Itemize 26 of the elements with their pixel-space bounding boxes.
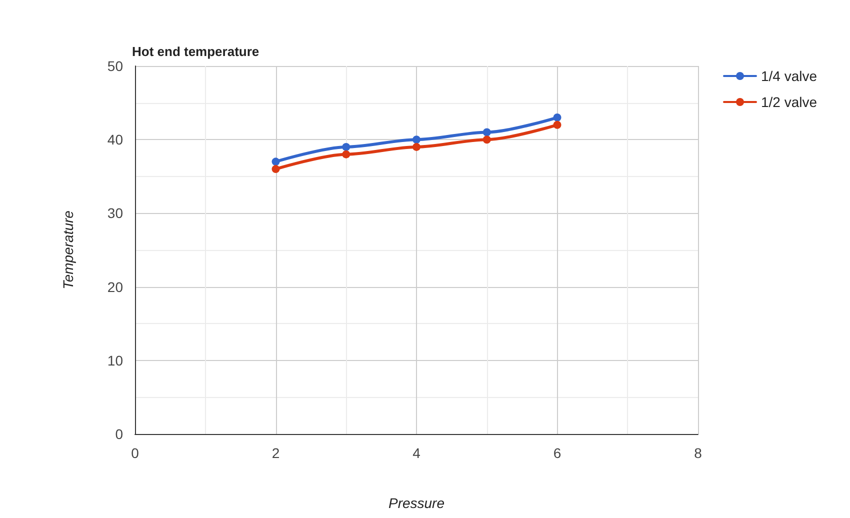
x-tick-label: 8 <box>694 445 702 461</box>
point <box>412 136 420 144</box>
y-tick-label: 10 <box>107 352 124 368</box>
y-tick-label: 50 <box>107 58 124 74</box>
point <box>272 158 280 166</box>
chart-title: Hot end temperature <box>132 44 260 59</box>
x-tick-label: 0 <box>131 445 140 461</box>
point <box>342 142 350 151</box>
y-tick-label: 40 <box>107 132 124 148</box>
y-tick-label: 20 <box>107 278 124 295</box>
x-tick-label: 4 <box>412 445 421 461</box>
point <box>482 128 491 136</box>
point <box>342 150 350 158</box>
point <box>482 136 491 144</box>
legend-label: 1/4 valve <box>761 68 818 84</box>
point <box>272 165 280 174</box>
y-axis-title: Temperature <box>60 210 76 290</box>
y-tick-label: 30 <box>107 205 124 222</box>
x-tick-label: 6 <box>553 445 562 461</box>
y-tick-label: 0 <box>115 426 124 442</box>
legend-label: 1/2 valve <box>761 94 818 110</box>
point <box>412 142 420 151</box>
x-axis-title: Pressure <box>388 495 445 511</box>
point <box>553 114 562 122</box>
point <box>553 120 562 129</box>
x-tick-label: 2 <box>272 445 280 461</box>
